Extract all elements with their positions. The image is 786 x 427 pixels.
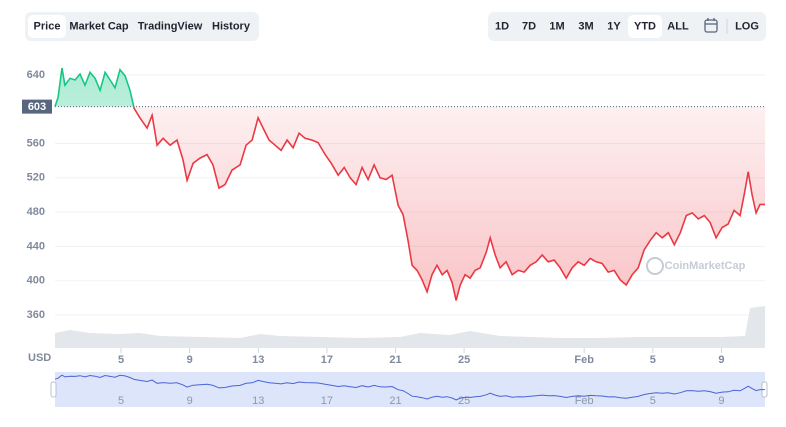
range-button[interactable]: 1M: [549, 20, 564, 32]
range-button[interactable]: YTD: [634, 20, 656, 32]
watermark: CoinMarketCap: [665, 260, 746, 272]
area-up: [55, 68, 765, 107]
range-button[interactable]: 3M: [578, 20, 593, 32]
navigator-tick-label: 5: [118, 395, 124, 407]
volume-area: [55, 306, 765, 348]
x-tick-label: 5: [650, 354, 656, 366]
y-axis-unit: USD: [28, 352, 51, 364]
y-tick-label: 560: [27, 137, 45, 149]
y-tick-label: 400: [27, 275, 45, 287]
area-down: [133, 106, 765, 301]
y-tick-label: 480: [27, 206, 45, 218]
navigator-bg: [55, 372, 765, 407]
x-tick-label: 17: [321, 354, 333, 366]
navigator-tick-label: Feb: [575, 395, 594, 407]
navigator-tick-label: 17: [321, 395, 333, 407]
navigator-tick-label: 9: [718, 395, 724, 407]
x-tick-label: 9: [718, 354, 724, 366]
y-tick-label: 520: [27, 172, 45, 184]
price-line-down: [55, 106, 765, 301]
y-tick-label: 640: [27, 69, 45, 81]
range-button[interactable]: 1Y: [607, 20, 621, 32]
range-button[interactable]: ALL: [667, 20, 689, 32]
watermark-logo: [646, 257, 664, 275]
calendar-icon[interactable]: [704, 18, 718, 33]
tab[interactable]: TradingView: [138, 20, 203, 32]
tab[interactable]: Price: [34, 20, 61, 32]
range-button[interactable]: 1D: [495, 20, 509, 32]
y-tick-label: 360: [27, 309, 45, 321]
x-tick-label: 21: [389, 354, 401, 366]
range-button[interactable]: 7D: [522, 20, 536, 32]
tab[interactable]: History: [212, 20, 251, 32]
navigator-tick-label: 13: [252, 395, 264, 407]
baseline-label: 603: [28, 101, 46, 113]
x-tick-label: 5: [118, 354, 124, 366]
navigator-tick-label: 25: [458, 395, 470, 407]
navigator-tick-label: 9: [187, 395, 193, 407]
tab-group: [25, 12, 259, 41]
navigator-handle[interactable]: [50, 381, 57, 398]
navigator-line: [54, 374, 765, 401]
log-button[interactable]: LOG: [735, 20, 759, 32]
y-tick-label: 440: [27, 240, 45, 252]
tab-active-bg: [28, 15, 66, 38]
baseline-label-bg: [22, 99, 52, 114]
tab[interactable]: Market Cap: [69, 20, 129, 32]
x-tick-label: Feb: [574, 354, 594, 366]
x-tick-label: 13: [252, 354, 264, 366]
x-tick-label: 9: [187, 354, 193, 366]
x-tick-label: 25: [458, 354, 470, 366]
navigator-tick-label: 21: [389, 395, 401, 407]
range-group: [488, 12, 766, 41]
navigator-tick-label: 5: [650, 395, 656, 407]
range-active-bg: [628, 15, 662, 38]
